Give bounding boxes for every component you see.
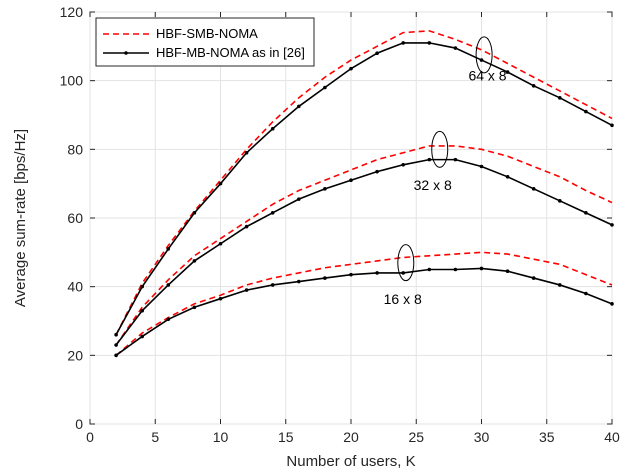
series-64x8-mb-point xyxy=(140,284,144,289)
x-tick-label: 35 xyxy=(539,429,555,445)
x-tick-label: 10 xyxy=(213,429,229,445)
series-32x8-mb-point xyxy=(218,241,223,246)
x-tick-label: 15 xyxy=(278,429,294,445)
series-16x8-mb-point xyxy=(349,272,353,277)
x-tick-label: 20 xyxy=(343,429,359,445)
series-32x8-mb-point xyxy=(349,178,353,183)
series-16x8-mb-point xyxy=(140,334,144,339)
series-16x8-mb-point xyxy=(558,283,562,287)
series-32x8-mb-point xyxy=(375,169,379,174)
legend-marker-mb xyxy=(124,51,128,55)
series-32x8-mb-point xyxy=(610,223,614,227)
series-16x8-mb-point xyxy=(531,276,536,280)
series-32x8-mb-point xyxy=(531,187,536,191)
series-64x8-mb-point xyxy=(427,41,432,45)
x-tick-label: 0 xyxy=(86,429,94,445)
y-tick-label: 120 xyxy=(60,4,84,20)
series-16x8-mb-point xyxy=(479,266,484,271)
series-64x8-mb-point xyxy=(531,84,536,88)
x-tick-label: 40 xyxy=(604,429,620,445)
series-16x8-mb-point xyxy=(270,283,275,287)
series-64x8-mb-point xyxy=(323,85,327,90)
series-16x8-mb-line xyxy=(115,267,613,356)
series-16x8-mb-point xyxy=(218,296,223,301)
series-64x8-mb-point xyxy=(244,150,249,155)
series-32x8-mb-point xyxy=(323,187,327,191)
series-32x8-mb-point xyxy=(427,157,432,162)
series-64x8-mb-point xyxy=(166,247,171,251)
series-16x8-mb-point xyxy=(297,279,301,284)
series-32x8-mb-line xyxy=(115,158,613,346)
annotation-ellipse xyxy=(397,244,415,282)
y-tick-label: 40 xyxy=(67,279,83,295)
series-32x8-mb-point xyxy=(297,197,301,201)
x-axis-label: Number of users, K xyxy=(286,453,415,470)
series-64x8-smb-line xyxy=(115,30,613,336)
x-tick-label: 5 xyxy=(151,429,159,445)
y-tick-label: 60 xyxy=(67,210,83,226)
legend-label-smb: HBF-SMB-NOMA xyxy=(156,26,258,41)
y-tick-label: 20 xyxy=(67,347,83,363)
series-16x8-mb-point xyxy=(375,271,379,275)
series-16x8-mb-point xyxy=(584,291,588,296)
legend-box xyxy=(95,17,315,67)
series-64x8-mb-point xyxy=(401,41,406,45)
annotation-ellipse xyxy=(431,130,449,168)
series-32x8-mb-point xyxy=(140,308,144,313)
series-32x8-mb-point xyxy=(505,175,510,179)
series-16x8-mb-point xyxy=(427,267,432,272)
series-64x8-mb-point xyxy=(218,181,223,186)
series-16x8-mb-point xyxy=(192,305,197,310)
annotation-label: 16 x 8 xyxy=(384,291,422,307)
series-16x8-mb-point xyxy=(453,267,458,272)
series-32x8-mb-point xyxy=(114,343,118,347)
series-16x8-mb-point xyxy=(166,317,171,322)
series-64x8-mb-point xyxy=(114,332,118,337)
series-64x8-mb-point xyxy=(375,51,379,55)
series-16x8-mb-point xyxy=(401,271,406,275)
annotation-label: 64 x 8 xyxy=(468,68,506,84)
annotation-ellipse xyxy=(475,36,493,74)
annotations: 64 x 8 32 x 8 16 x 8 xyxy=(384,36,507,307)
series-16x8-mb-point xyxy=(114,353,118,358)
series-64x8-mb-line xyxy=(115,42,613,336)
series-64x8-mb-point xyxy=(479,58,484,62)
series-16x8-smb-line xyxy=(115,251,613,356)
x-tick-label: 25 xyxy=(408,429,424,445)
y-axis-label: Average sum-rate [bps/Hz] xyxy=(12,129,29,307)
series-32x8-mb-point xyxy=(244,224,249,229)
series-16x8-mb-point xyxy=(323,276,327,280)
series-16x8-mb-point xyxy=(244,288,249,292)
legend-label-mb: HBF-MB-NOMA as in [26] xyxy=(156,45,305,60)
y-tick-label: 0 xyxy=(75,416,83,432)
series-64x8-mb-point xyxy=(558,96,562,100)
series-32x8-mb-point xyxy=(558,199,562,203)
series-32x8-smb-line xyxy=(115,145,613,346)
series-64x8-mb-point xyxy=(349,66,353,71)
annotation-label: 32 x 8 xyxy=(414,177,452,193)
series-64x8-mb-point xyxy=(584,109,588,114)
series-group xyxy=(114,30,614,358)
series-64x8-mb-point xyxy=(270,126,275,131)
y-tick-label: 80 xyxy=(67,141,83,157)
series-32x8-mb-point xyxy=(479,164,484,169)
tick-labels: 0 5 10 15 20 25 30 35 40 0 20 40 60 80 100 120 xyxy=(60,4,620,445)
series-32x8-mb-point xyxy=(584,211,588,215)
y-tick-label: 100 xyxy=(60,73,84,89)
series-64x8-mb-point xyxy=(610,123,614,128)
series-32x8-mb-point xyxy=(401,162,406,167)
series-64x8-mb-point xyxy=(192,211,197,215)
series-16x8-mb-point xyxy=(505,269,510,274)
series-32x8-mb-point xyxy=(453,157,458,162)
series-64x8-mb-point xyxy=(297,104,301,109)
series-16x8-mb-point xyxy=(610,302,614,306)
series-64x8-mb-point xyxy=(505,70,510,74)
series-32x8-mb-point xyxy=(192,259,197,263)
x-tick-label: 30 xyxy=(474,429,490,445)
legend: HBF-SMB-NOMA HBF-MB-NOMA as in [26] xyxy=(95,17,315,67)
series-64x8-mb-point xyxy=(453,46,458,50)
series-32x8-mb-point xyxy=(270,211,275,215)
series-32x8-mb-point xyxy=(166,283,171,287)
